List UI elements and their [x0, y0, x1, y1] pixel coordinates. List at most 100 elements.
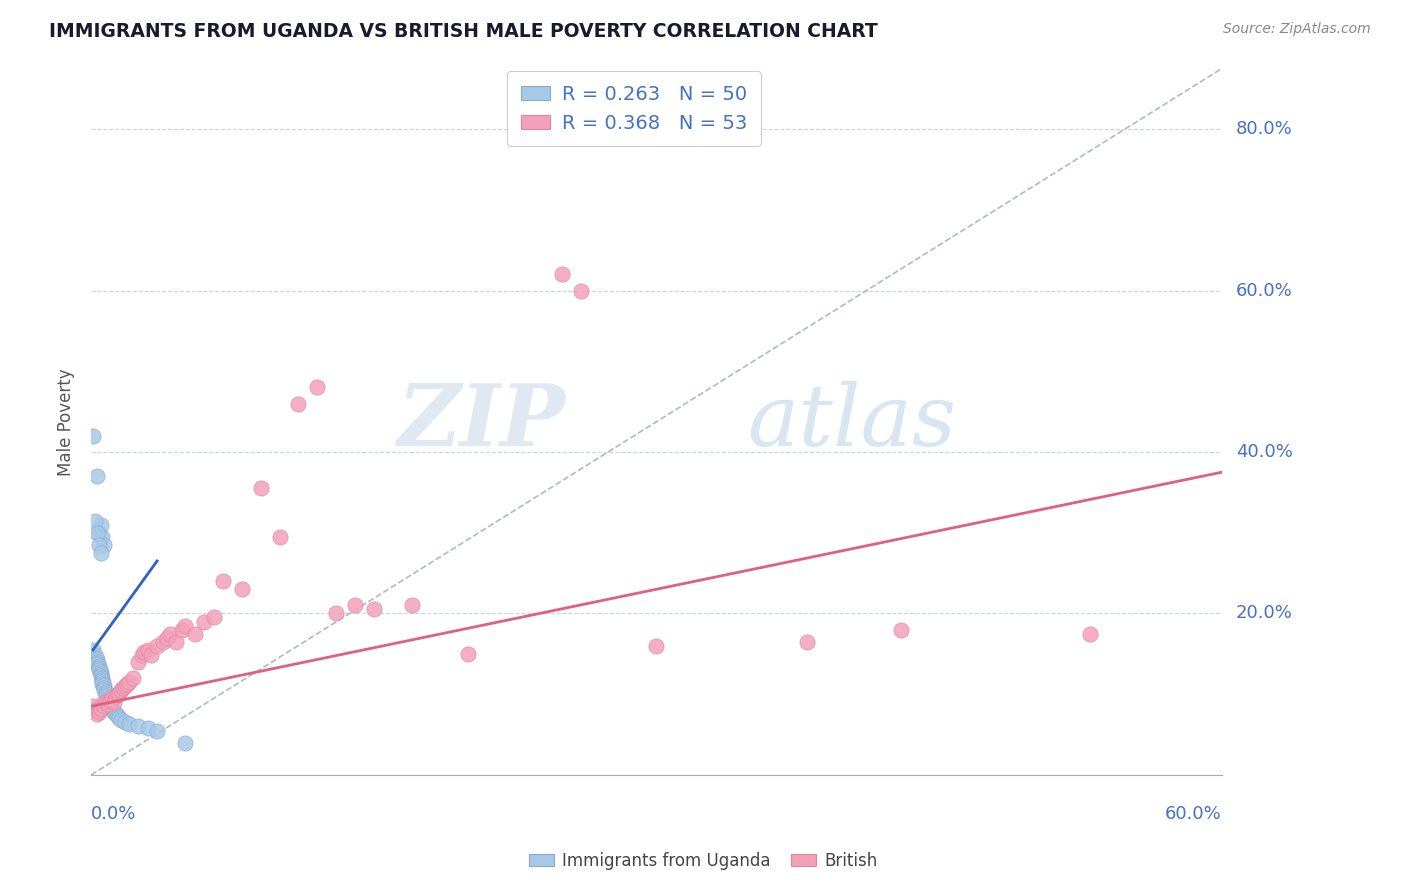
Point: [93, 681, 115, 695]
Point: [107, 709, 129, 723]
Point: [90, 546, 112, 560]
Point: [363, 602, 385, 616]
Point: [110, 713, 132, 727]
Point: [86, 652, 108, 666]
Point: [91, 697, 114, 711]
Text: atlas: atlas: [747, 380, 956, 463]
Point: [202, 610, 225, 624]
Point: [165, 634, 187, 648]
Point: [87, 525, 110, 540]
Point: [325, 607, 347, 621]
Point: [174, 618, 197, 632]
Point: [108, 711, 131, 725]
Point: [86, 657, 108, 671]
Point: [91, 676, 114, 690]
Point: [103, 705, 125, 719]
Point: [90, 669, 112, 683]
Point: [82, 699, 104, 714]
Point: [93, 538, 115, 552]
Point: [152, 634, 174, 648]
Point: [91, 673, 114, 687]
Point: [115, 676, 138, 690]
Point: [87, 538, 110, 552]
Point: [84, 651, 107, 665]
Point: [193, 615, 215, 629]
Text: 60.0%: 60.0%: [1236, 282, 1292, 300]
Point: [93, 683, 115, 698]
Text: Source: ZipAtlas.com: Source: ZipAtlas.com: [1223, 22, 1371, 37]
Point: [84, 703, 107, 717]
Point: [104, 689, 127, 703]
Point: [307, 380, 329, 394]
Point: [97, 693, 120, 707]
Point: [97, 697, 120, 711]
Point: [87, 659, 110, 673]
Point: [343, 599, 366, 613]
Point: [96, 687, 118, 701]
Point: [127, 655, 149, 669]
Point: [551, 268, 574, 282]
Point: [136, 721, 159, 735]
Point: [118, 717, 141, 731]
Point: [249, 481, 271, 495]
Point: [97, 691, 120, 706]
Point: [84, 648, 107, 663]
Point: [98, 701, 121, 715]
Point: [114, 679, 136, 693]
Point: [132, 645, 155, 659]
Point: [645, 639, 668, 653]
Legend: Immigrants from Uganda, British: Immigrants from Uganda, British: [522, 846, 884, 877]
Point: [104, 707, 127, 722]
Point: [174, 736, 197, 750]
Point: [146, 639, 169, 653]
Point: [82, 642, 104, 657]
Text: 0.0%: 0.0%: [91, 805, 136, 823]
Text: 80.0%: 80.0%: [1236, 120, 1292, 138]
Point: [98, 693, 121, 707]
Point: [86, 707, 108, 722]
Point: [159, 626, 181, 640]
Text: ZIP: ZIP: [398, 380, 567, 464]
Point: [212, 574, 235, 589]
Point: [90, 667, 112, 681]
Point: [112, 681, 135, 695]
Legend: R = 0.263   N = 50, R = 0.368   N = 53: R = 0.263 N = 50, R = 0.368 N = 53: [508, 71, 761, 146]
Point: [269, 530, 291, 544]
Point: [93, 699, 115, 714]
Point: [82, 429, 104, 443]
Point: [127, 719, 149, 733]
Point: [118, 675, 141, 690]
Point: [84, 514, 107, 528]
Point: [103, 695, 125, 709]
Point: [96, 695, 118, 709]
Point: [98, 697, 121, 711]
Text: 40.0%: 40.0%: [1236, 443, 1292, 461]
Point: [114, 715, 136, 730]
Point: [93, 678, 115, 692]
Point: [101, 703, 124, 717]
Point: [146, 723, 169, 738]
Point: [91, 675, 114, 690]
Point: [87, 660, 110, 674]
Point: [890, 623, 912, 637]
Point: [170, 623, 193, 637]
Point: [141, 648, 163, 663]
Text: 60.0%: 60.0%: [1166, 805, 1222, 823]
Point: [97, 695, 120, 709]
Point: [569, 284, 592, 298]
Point: [87, 663, 110, 677]
Point: [90, 702, 112, 716]
Point: [131, 648, 153, 663]
Point: [796, 634, 818, 648]
Point: [110, 683, 132, 698]
Point: [96, 689, 118, 703]
Point: [1078, 626, 1101, 640]
Point: [121, 671, 143, 685]
Point: [457, 647, 479, 661]
Point: [108, 685, 131, 699]
Point: [87, 705, 110, 719]
Point: [287, 396, 309, 410]
Point: [184, 626, 207, 640]
Point: [86, 655, 108, 669]
Point: [136, 642, 159, 657]
